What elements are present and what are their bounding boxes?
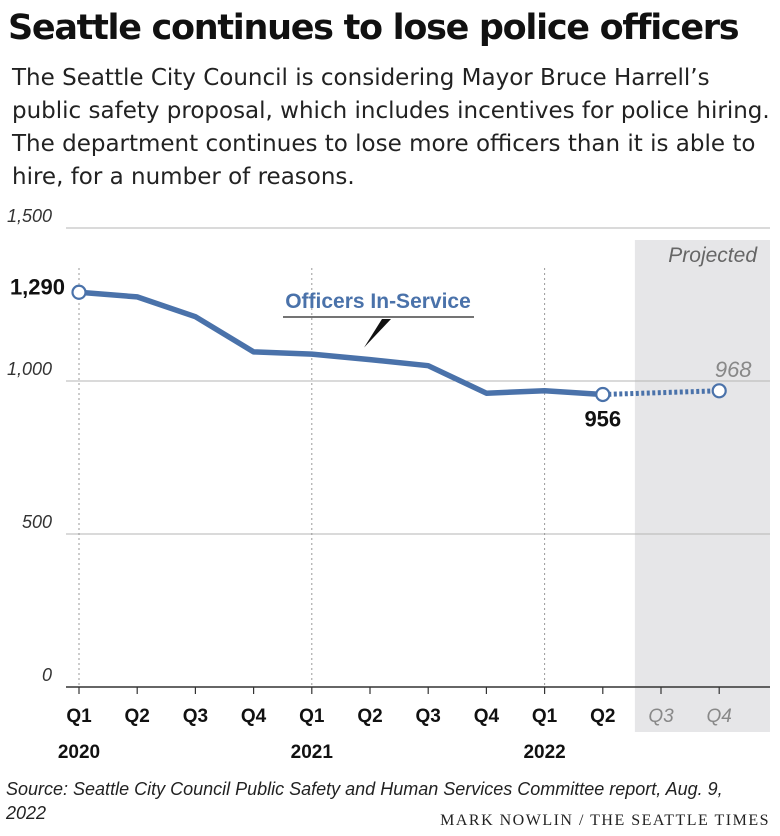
data-point-marker — [71, 284, 87, 300]
x-tick-label: Q2 — [357, 706, 382, 727]
page-title: Seattle continues to lose police officer… — [8, 8, 740, 48]
y-tick-label: 1,000 — [7, 359, 52, 379]
series: Officers In-Service — [76, 289, 720, 398]
grid — [66, 227, 770, 688]
x-tick-label: Q4 — [241, 706, 267, 727]
y-tick-label: 1,500 — [7, 206, 52, 226]
series-line — [76, 289, 606, 398]
series-label-pointer — [364, 319, 391, 348]
x-tick-label: Q1 — [532, 706, 558, 727]
data-point-marker — [595, 386, 611, 403]
x-tick-label: Q1 — [66, 706, 92, 727]
projected-series-line — [602, 388, 720, 397]
year-label: 2021 — [291, 742, 334, 763]
data-label: 956 — [584, 406, 621, 431]
x-tick-label: Q4 — [474, 706, 500, 727]
data-label: 1,290 — [10, 274, 65, 299]
x-tick-label: Q2 — [125, 706, 150, 727]
series-name-label: Officers In-Service — [285, 290, 471, 313]
year-labels: 2020 2021 2022 — [58, 742, 566, 763]
x-tick-label: Q3 — [648, 706, 674, 727]
x-tick-label: Q3 — [416, 706, 441, 727]
year-label: 2020 — [58, 742, 100, 763]
y-tick-label: 0 — [42, 665, 52, 685]
projected-region — [634, 240, 770, 732]
data-point-marker — [711, 383, 727, 399]
x-tick-label: Q3 — [183, 706, 208, 727]
x-tick-label: Q1 — [299, 706, 325, 727]
credit-line: MARK NOWLIN / THE SEATTLE TIMES — [440, 812, 770, 829]
y-axis-ticks: 0 500 1,000 1,500 — [7, 206, 52, 685]
annotations: 1,290 956 968 — [10, 274, 752, 431]
x-axis-ticks: Q1 Q2 Q3 Q4 Q1 Q2 Q3 Q4 Q1 Q2 Q3 Q4 — [66, 687, 732, 727]
projected-label: Projected — [668, 244, 758, 267]
source-note: Source: Seattle City Council Public Safe… — [6, 779, 723, 823]
data-label: 968 — [715, 357, 752, 382]
year-label: 2022 — [523, 742, 565, 763]
page-subtitle: The Seattle City Council is considering … — [12, 65, 770, 190]
x-tick-label: Q2 — [590, 706, 615, 727]
y-tick-label: 500 — [22, 512, 52, 532]
x-tick-label: Q4 — [707, 706, 732, 727]
